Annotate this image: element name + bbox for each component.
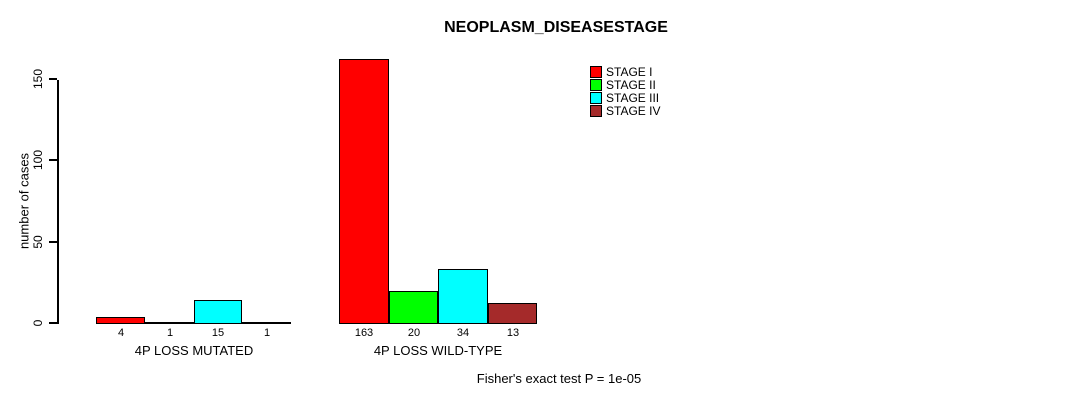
legend-item: STAGE I [590,64,660,79]
bar-stage-ii [389,291,438,324]
bar-stage-ii [145,322,194,324]
legend-item: STAGE II [590,77,660,92]
bar-value-label: 4 [117,327,125,339]
legend-swatch [590,78,602,91]
legend-item: STAGE III [590,90,660,105]
bar-stage-iv [488,303,537,324]
y-axis-line [57,80,59,324]
legend-swatch [590,65,602,78]
y-tick-label: 100 [31,149,45,171]
legend-item-label: STAGE II [606,77,656,92]
y-tick-mark [49,241,57,243]
legend-item-label: STAGE III [606,90,660,105]
legend-item: STAGE IV [590,103,661,118]
legend-swatch [590,91,602,104]
y-tick-label: 150 [31,68,45,90]
bar-stage-iv [242,322,291,324]
y-tick-label: 50 [31,235,45,249]
legend-swatch [590,104,602,117]
y-axis-label: number of cases [16,152,32,250]
chart-title: NEOPLASM_DISEASESTAGE [444,19,668,36]
bar-value-label: 163 [354,327,374,339]
bar-value-label: 15 [211,327,225,339]
legend-item-label: STAGE IV [606,103,661,118]
x-axis-category-label: 4P LOSS MUTATED [134,343,254,358]
bar-value-label: 13 [506,327,520,339]
x-axis-category-label: 4P LOSS WILD-TYPE [373,343,503,358]
y-tick-mark [49,78,57,80]
bar-value-label: 1 [263,327,271,339]
bar-stage-i [96,317,145,324]
bar-stage-iii [194,300,242,324]
y-tick-mark [49,322,57,324]
legend-item-label: STAGE I [606,64,653,79]
bar-value-label: 1 [166,327,174,339]
legend: STAGE I STAGE II STAGE III STAGE IV [590,64,661,118]
bar-stage-iii [438,269,488,324]
bar-value-label: 34 [456,327,470,339]
y-tick-mark [49,159,57,161]
bar-value-label: 20 [407,327,421,339]
footer-annotation: Fisher's exact test P = 1e-05 [476,371,642,386]
bar-stage-i [339,59,389,324]
y-tick-label: 0 [31,319,45,327]
